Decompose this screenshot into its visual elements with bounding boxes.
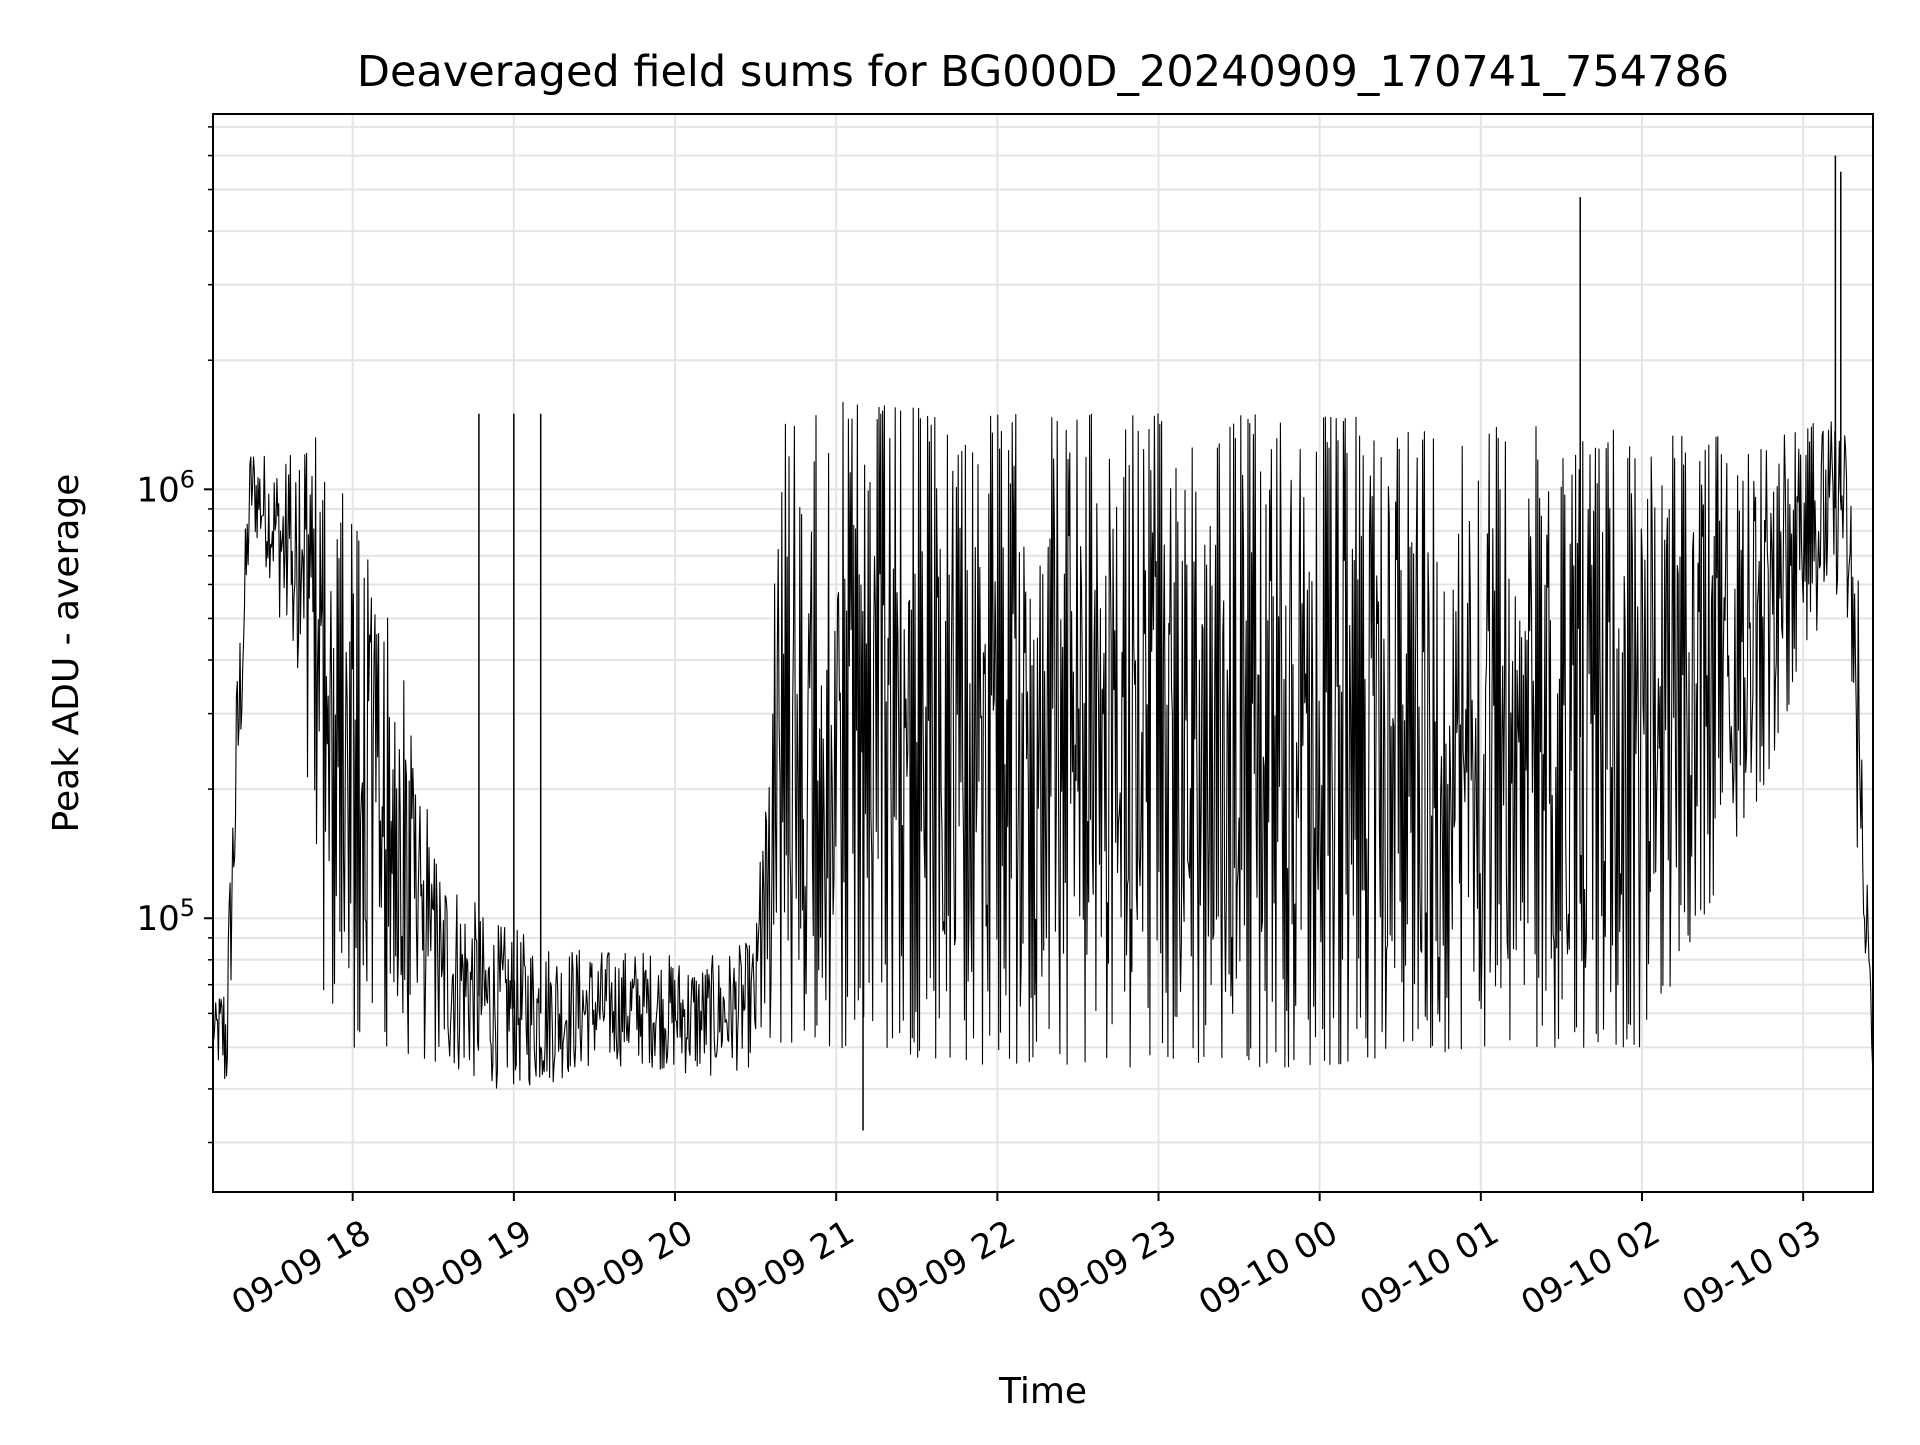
chart-title: Deaveraged field sums for BG000D_2024090… (357, 47, 1729, 97)
y-tick-label: 106 (136, 465, 195, 510)
y-axis-label: Peak ADU - average (46, 474, 87, 833)
data-series-line (212, 401, 1874, 1089)
data-layer (212, 155, 1874, 1131)
y-tick-label: 105 (136, 894, 195, 939)
plot-frame (212, 113, 1874, 1193)
x-axis-label: Time (998, 1371, 1087, 1412)
